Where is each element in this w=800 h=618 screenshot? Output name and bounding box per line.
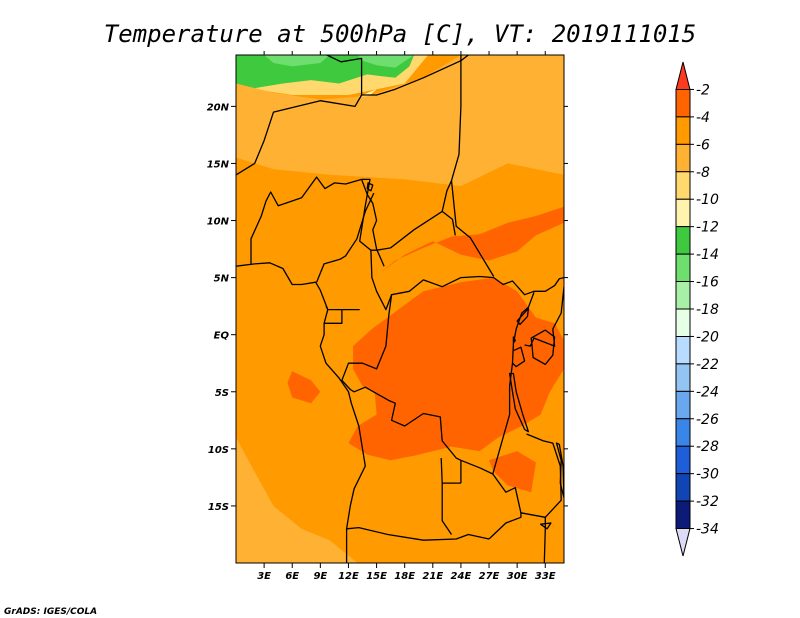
country-border-13 xyxy=(346,526,490,541)
colorbar-cell-5 xyxy=(675,198,691,228)
colorbar-cell-16 xyxy=(675,500,691,530)
colorbar-label-3: -8 xyxy=(696,165,710,181)
y-tick-label-10N: 10N xyxy=(207,217,230,228)
plot-frame xyxy=(235,54,565,564)
colorbar-label-7: -16 xyxy=(696,275,719,291)
colorbar-cell-9 xyxy=(675,308,691,337)
x-axis: 3E 6E 9E 12E 15E 18E 21E 24E 27E 30E 33E xyxy=(257,51,556,582)
y-tick-label-15S: 15S xyxy=(208,502,229,513)
temperature-region-10 xyxy=(287,371,321,404)
country-border-7 xyxy=(441,210,456,236)
colorbar-label-15: -32 xyxy=(696,494,719,510)
lake-6 xyxy=(539,522,552,530)
y-tick-label-15N: 15N xyxy=(207,159,230,170)
country-border-10 xyxy=(341,292,535,475)
colorbar-cell-6 xyxy=(675,226,691,255)
country-border-12 xyxy=(512,346,526,368)
temperature-region-6 xyxy=(236,437,358,563)
colorbar-cell-10 xyxy=(675,335,691,365)
colorbar-label-12: -26 xyxy=(696,412,719,428)
country-border-1 xyxy=(361,55,469,96)
y-tick-label-5N: 5N xyxy=(214,274,230,285)
colorbar-label-16: -34 xyxy=(696,522,719,538)
colorbar-label-10: -22 xyxy=(696,357,719,373)
x-tick-label-18E: 18E xyxy=(394,571,415,582)
lake-4 xyxy=(516,307,530,326)
country-border-17 xyxy=(488,433,562,540)
x-tick-label-6E: 6E xyxy=(285,571,299,582)
colorbar-cell-13 xyxy=(675,418,691,447)
country-borders-layer xyxy=(236,55,564,563)
colorbar-cell-15 xyxy=(675,473,691,502)
lake-3 xyxy=(366,182,374,192)
lake-2 xyxy=(555,442,564,499)
country-border-3 xyxy=(360,179,385,267)
colorbar-cell-3 xyxy=(675,143,691,173)
colorbar-label-11: -24 xyxy=(696,384,719,400)
colorbar-cell-7 xyxy=(675,253,691,283)
country-border-14 xyxy=(441,483,453,535)
x-tick-label-27E: 27E xyxy=(479,571,500,582)
country-border-15 xyxy=(440,457,461,484)
coastline xyxy=(236,262,366,563)
country-border-19 xyxy=(492,473,522,513)
colorbar-label-6: -14 xyxy=(696,247,719,263)
temperature-region-9 xyxy=(381,206,564,272)
colorbar-label-0: -2 xyxy=(696,82,710,98)
colorbar-label-2: -6 xyxy=(696,137,710,153)
temperature-region-5 xyxy=(236,55,564,187)
y-tick-label-20N: 20N xyxy=(207,102,230,113)
chart-title: Temperature at 500hPa [C], VT: 201911101… xyxy=(104,20,696,48)
lake-5 xyxy=(512,336,516,344)
colorbar-cell-4 xyxy=(675,171,691,200)
temperature-fill-layer xyxy=(236,55,564,563)
colorbar-legend: -2 -4 -6 -8 -10 -12 -14 -16 -18 -20 -22 -24 -26 -28 -3… xyxy=(675,61,719,557)
grads-credit: GrADS: IGES/COLA xyxy=(4,607,97,617)
x-tick-label-30E: 30E xyxy=(507,571,528,582)
y-axis: 20N 15N 10N 5N EQ 5S 10S 15S xyxy=(207,102,568,513)
y-tick-label-10S: 10S xyxy=(208,445,229,456)
colorbar-label-5: -12 xyxy=(696,220,719,236)
country-border-18 xyxy=(543,517,546,563)
colorbar-cell-8 xyxy=(675,281,691,310)
colorbar-cell-0 xyxy=(675,61,691,90)
colorbar-label-14: -30 xyxy=(696,467,719,483)
colorbar-cell-2 xyxy=(675,116,691,145)
x-tick-label-3E: 3E xyxy=(257,571,271,582)
country-border-6 xyxy=(450,180,495,277)
country-border-2 xyxy=(250,55,462,264)
temperature-region-3 xyxy=(264,55,330,67)
colorbar-label-13: -28 xyxy=(696,439,719,455)
x-tick-label-9E: 9E xyxy=(313,571,327,582)
country-border-11 xyxy=(524,286,564,347)
lake-0 xyxy=(530,329,556,366)
colorbar-cell-17 xyxy=(675,528,691,557)
country-border-9 xyxy=(324,309,343,324)
x-tick-label-15E: 15E xyxy=(366,571,387,582)
country-border-4 xyxy=(315,192,375,283)
x-tick-label-12E: 12E xyxy=(338,571,359,582)
colorbar-cell-11 xyxy=(675,363,691,392)
y-tick-label-5S: 5S xyxy=(215,388,229,399)
x-tick-label-33E: 33E xyxy=(535,571,556,582)
lake-1 xyxy=(508,372,530,433)
y-tick-label-EQ: EQ xyxy=(214,331,230,342)
colorbar-cell-12 xyxy=(675,390,691,420)
colorbar-label-9: -20 xyxy=(696,329,719,345)
colorbar-label-1: -4 xyxy=(696,110,710,126)
x-tick-label-24E: 24E xyxy=(451,571,472,582)
country-border-0 xyxy=(236,55,363,176)
colorbar-label-4: -10 xyxy=(696,192,719,208)
colorbar-label-8: -18 xyxy=(696,302,719,318)
colorbar-cell-1 xyxy=(675,88,691,118)
temperature-region-4 xyxy=(357,55,415,68)
x-tick-label-21E: 21E xyxy=(422,571,443,582)
temperature-region-11 xyxy=(489,451,536,493)
country-border-5 xyxy=(370,250,564,311)
colorbar-cell-14 xyxy=(675,445,691,475)
